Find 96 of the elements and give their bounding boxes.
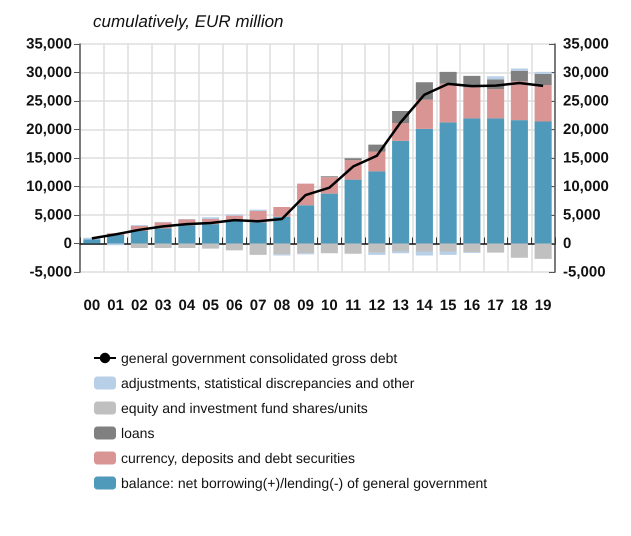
bar (130, 244, 148, 248)
legend-label: currency, deposits and debt securities (121, 450, 355, 466)
bar (463, 244, 480, 252)
x-tick-label: 06 (226, 297, 243, 314)
y2-tick-label: 35,000 (563, 36, 609, 52)
legend-label: loans (121, 425, 154, 441)
bar (510, 244, 528, 258)
x-tick-label: 13 (392, 297, 409, 314)
bar (154, 228, 172, 244)
bar (297, 205, 314, 244)
y2-tick-label: 15,000 (563, 150, 609, 166)
bar (510, 81, 528, 120)
x-tick-label: 10 (321, 297, 338, 314)
x-tick-label: 07 (250, 297, 266, 314)
bar (154, 244, 172, 248)
bar (273, 244, 290, 254)
y-tick-label: -5,000 (29, 264, 72, 280)
x-tick-label: 00 (84, 297, 100, 314)
bar (463, 118, 480, 244)
x-tick-label: 12 (368, 297, 386, 314)
bar (202, 224, 220, 244)
bar (416, 251, 433, 256)
bar (534, 74, 552, 86)
bar (510, 70, 528, 82)
y-tick-label: 10,000 (26, 178, 72, 195)
y2-tick-label: 25,000 (563, 92, 609, 110)
x-tick-label: 16 (464, 297, 480, 314)
x-tick-label: 04 (178, 297, 196, 314)
legend-label: equity and investment fund shares/units (121, 400, 368, 416)
y-tick-label: 20,000 (26, 121, 72, 138)
bar (392, 140, 410, 244)
x-tick-label: 05 (202, 297, 219, 314)
bar (202, 244, 220, 249)
bar (273, 216, 290, 244)
bar (368, 171, 386, 244)
line-series (90, 82, 544, 240)
y-tick-label: 15,000 (26, 150, 72, 166)
bar (344, 244, 362, 254)
x-tick-label: 03 (154, 297, 172, 314)
x-tick-label: 09 (297, 297, 314, 314)
bar (178, 244, 196, 248)
x-tick-label: 14 (416, 297, 434, 314)
x-tick-label: 01 (107, 297, 124, 314)
bar (226, 220, 243, 244)
bar (368, 244, 386, 253)
bar (534, 122, 552, 244)
bar (320, 194, 338, 244)
y2-tick-label: 0 (563, 235, 572, 252)
y2-tick-label: -5,000 (563, 264, 606, 280)
y-tick-label: 25,000 (26, 92, 72, 110)
bar (83, 240, 100, 244)
bar (107, 234, 124, 244)
bar (344, 180, 362, 244)
bar (392, 244, 410, 252)
bar (487, 76, 504, 80)
bar (487, 89, 504, 118)
legend-label: balance: net borrowing(+)/lending(-) of general government (121, 475, 488, 491)
y2-tick-label: 5,000 (563, 206, 601, 224)
x-tick-label: 08 (274, 297, 290, 314)
bar (440, 251, 457, 255)
x-tick-label: 11 (345, 297, 362, 314)
bar (534, 244, 552, 259)
bar (320, 244, 338, 254)
bar (226, 244, 243, 250)
y-tick-label: 35,000 (26, 36, 72, 52)
bar (416, 100, 433, 129)
y-tick-label: 30,000 (26, 64, 72, 81)
bar (440, 84, 457, 122)
bar (440, 72, 457, 84)
y2-tick-label: 20,000 (563, 121, 609, 138)
y-tick-label: 5,000 (34, 206, 72, 224)
x-tick-label: 02 (131, 297, 148, 314)
bar (297, 244, 314, 254)
bar (463, 87, 480, 118)
chart-title: cumulatively, EUR million (93, 12, 284, 31)
legend-label: general government consolidated gross debt (121, 350, 398, 366)
x-tick-label: 15 (440, 297, 456, 314)
x-tick-label: 19 (534, 297, 552, 314)
bar (487, 244, 504, 253)
legend-label: adjustments, statistical discrepancies and other (121, 375, 415, 391)
bar (510, 120, 528, 244)
x-tick-label: 17 (487, 297, 504, 314)
bar (130, 230, 148, 244)
bar (250, 222, 267, 244)
y2-tick-label: 30,000 (563, 64, 609, 81)
bar (440, 122, 457, 244)
bar (487, 118, 504, 244)
bar (440, 244, 457, 252)
bar (416, 244, 433, 252)
y2-tick-label: 10,000 (563, 178, 609, 195)
bar (416, 128, 433, 244)
bar (250, 244, 267, 255)
x-tick-label: 18 (511, 297, 528, 314)
bar (178, 225, 196, 244)
bar (534, 85, 552, 122)
y-tick-label: 0 (64, 235, 72, 252)
